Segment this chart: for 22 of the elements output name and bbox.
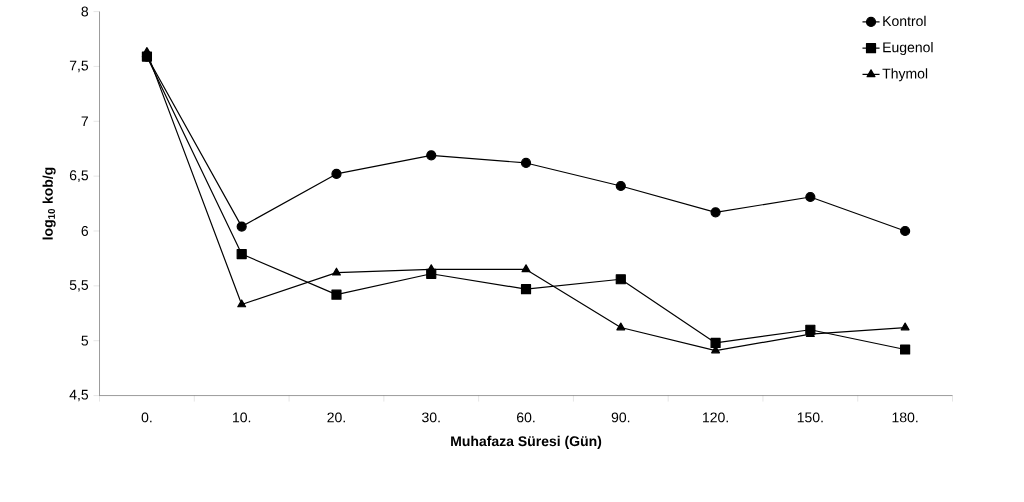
- x-tick-label: 180.: [892, 412, 918, 423]
- x-tick-label: 30.: [422, 412, 440, 423]
- y-tick-label: 6: [81, 226, 89, 236]
- legend-label: Kontrol: [883, 15, 926, 27]
- x-tick-label: 10.: [233, 412, 251, 423]
- y-tick-label: 6,5: [69, 170, 89, 182]
- legend-label: Eugenol: [883, 42, 933, 56]
- x-tick-label: 0.: [141, 412, 152, 423]
- y-axis-title: log$_{10}$ kob/g: [42, 167, 56, 240]
- legend-label: Thymol: [882, 68, 928, 82]
- y-tick-label: 8: [81, 6, 89, 17]
- x-tick-label: 20.: [327, 412, 345, 423]
- y-tick-label: 4,5: [69, 389, 89, 402]
- x-tick-label: 120.: [703, 412, 728, 423]
- x-tick-label: 60.: [516, 412, 535, 423]
- x-tick-label: 90.: [611, 412, 630, 423]
- y-tick-label: 7: [81, 116, 88, 127]
- x-axis-title: Muhafaza Süresi (Gün): [451, 435, 602, 449]
- x-tick-label: 150.: [797, 412, 823, 423]
- y-tick-label: 7,5: [69, 60, 89, 73]
- y-tick-label: 5,5: [69, 280, 89, 292]
- y-tick-label: 5: [81, 335, 89, 346]
